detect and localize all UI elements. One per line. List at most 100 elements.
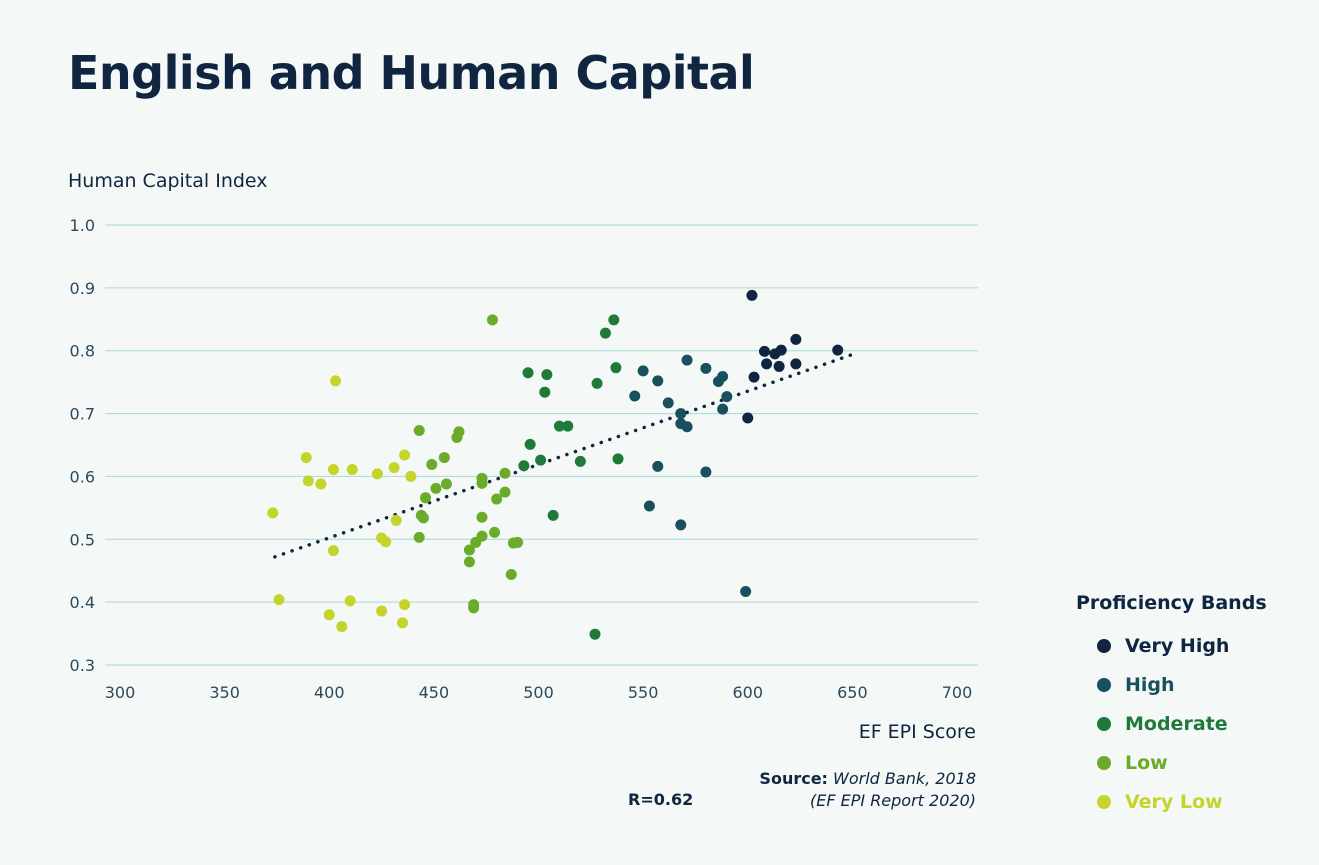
data-point bbox=[681, 354, 693, 366]
legend-label: Moderate bbox=[1125, 712, 1228, 735]
legend-items: Very High High Moderate Low Very Low bbox=[1076, 626, 1267, 821]
x-tick-label: 400 bbox=[314, 683, 345, 702]
data-point bbox=[591, 377, 603, 389]
data-point bbox=[405, 470, 417, 482]
source-value: World Bank, 2018 bbox=[833, 769, 976, 788]
x-axis-label: EF EPI Score bbox=[858, 721, 976, 743]
x-tick-labels: 300 350 400 450 500 550 600 650 700 bbox=[105, 683, 973, 702]
legend-dot-icon bbox=[1097, 638, 1111, 653]
data-point bbox=[700, 362, 712, 374]
y-tick-label: 0.7 bbox=[70, 405, 95, 424]
legend-dot-icon bbox=[1097, 755, 1111, 770]
data-points bbox=[267, 289, 844, 640]
data-point bbox=[413, 425, 425, 437]
data-point bbox=[346, 464, 358, 476]
data-point bbox=[327, 545, 339, 557]
y-tick-label: 0.8 bbox=[70, 342, 95, 361]
data-point bbox=[499, 486, 511, 498]
data-point bbox=[486, 314, 498, 326]
legend-dot-icon bbox=[1097, 794, 1111, 809]
x-tick-label: 450 bbox=[419, 683, 450, 702]
data-point bbox=[775, 344, 787, 356]
data-point bbox=[681, 421, 693, 433]
data-point bbox=[832, 344, 844, 356]
y-tick-label: 0.6 bbox=[70, 467, 95, 486]
data-point bbox=[380, 536, 392, 548]
data-point bbox=[773, 360, 785, 372]
y-tick-label: 0.3 bbox=[70, 656, 95, 675]
data-point bbox=[420, 492, 432, 504]
data-point bbox=[344, 595, 356, 607]
data-point bbox=[643, 500, 655, 512]
x-tick-label: 650 bbox=[837, 683, 868, 702]
data-point bbox=[742, 412, 754, 424]
data-point bbox=[748, 371, 760, 383]
y-tick-label: 0.5 bbox=[70, 530, 95, 549]
data-point bbox=[608, 314, 620, 326]
data-point bbox=[535, 454, 547, 466]
data-point bbox=[717, 370, 729, 382]
data-point bbox=[761, 358, 773, 370]
y-axis-label: Human Capital Index bbox=[68, 170, 268, 192]
data-point bbox=[505, 568, 517, 580]
data-point bbox=[417, 512, 429, 524]
legend-dot-icon bbox=[1097, 677, 1111, 692]
chart-title: English and Human Capital bbox=[68, 46, 755, 100]
data-point bbox=[390, 514, 402, 526]
legend-label: Low bbox=[1125, 751, 1168, 774]
data-point bbox=[790, 358, 802, 370]
data-point bbox=[463, 544, 475, 556]
data-point bbox=[553, 420, 565, 432]
data-point bbox=[589, 628, 601, 640]
data-point bbox=[489, 526, 501, 538]
data-point bbox=[675, 519, 687, 531]
legend-label: High bbox=[1125, 673, 1175, 696]
data-point bbox=[790, 333, 802, 345]
source-note: Source: World Bank, 2018 (EF EPI Report … bbox=[759, 768, 976, 812]
data-point bbox=[652, 375, 664, 387]
x-tick-label: 550 bbox=[628, 683, 659, 702]
data-point bbox=[599, 327, 611, 339]
legend-item: Moderate bbox=[1076, 704, 1267, 743]
x-tick-label: 300 bbox=[105, 683, 136, 702]
legend-item: Low bbox=[1076, 743, 1267, 782]
data-point bbox=[610, 362, 622, 374]
data-point bbox=[512, 536, 524, 548]
data-point bbox=[399, 449, 411, 461]
data-point bbox=[315, 478, 327, 490]
data-point bbox=[562, 420, 574, 432]
data-point bbox=[629, 390, 641, 402]
data-point bbox=[323, 609, 335, 621]
data-point bbox=[463, 556, 475, 568]
data-point bbox=[430, 482, 442, 494]
data-point bbox=[758, 345, 770, 357]
x-tick-label: 350 bbox=[209, 683, 240, 702]
trendline bbox=[273, 352, 855, 559]
data-point bbox=[522, 367, 534, 379]
data-point bbox=[746, 289, 758, 301]
data-point bbox=[396, 617, 408, 629]
source-label: Source: bbox=[759, 769, 828, 788]
data-point bbox=[438, 452, 450, 464]
data-point bbox=[539, 386, 551, 398]
data-point bbox=[327, 464, 339, 476]
data-point bbox=[700, 466, 712, 478]
data-point bbox=[518, 460, 530, 472]
data-point bbox=[451, 431, 463, 443]
legend-label: Very High bbox=[1125, 634, 1230, 657]
data-point bbox=[541, 369, 553, 381]
data-point bbox=[376, 605, 388, 617]
y-tick-label: 1.0 bbox=[70, 216, 95, 235]
data-point bbox=[388, 462, 400, 474]
data-point bbox=[273, 594, 285, 606]
data-point bbox=[468, 599, 480, 611]
y-tick-label: 0.4 bbox=[70, 593, 95, 612]
data-point bbox=[371, 468, 383, 480]
legend-title: Proficiency Bands bbox=[1076, 592, 1267, 614]
data-point bbox=[470, 536, 482, 548]
data-point bbox=[675, 408, 687, 420]
data-point bbox=[717, 403, 729, 415]
legend-item: Very High bbox=[1076, 626, 1267, 665]
data-point bbox=[574, 455, 586, 467]
data-point bbox=[637, 365, 649, 377]
